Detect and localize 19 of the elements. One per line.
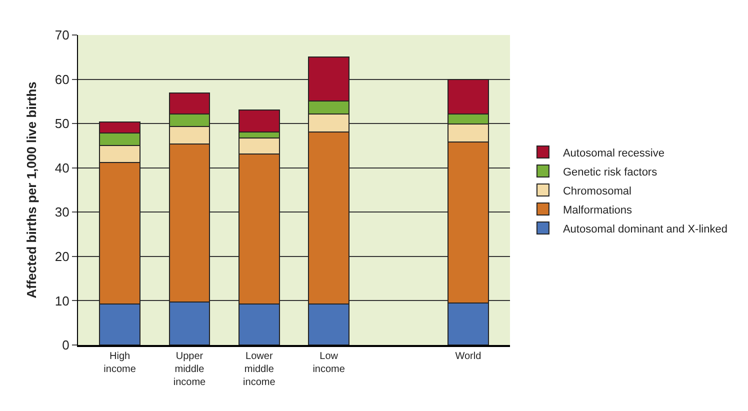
y-tick-label: 60 (54, 72, 70, 87)
x-tick-label: World (455, 351, 482, 362)
y-tick-label: 30 (54, 204, 70, 220)
y-axis-title: Affected births per 1,000 live births (24, 82, 39, 298)
legend-label: Chromosomal (562, 185, 632, 198)
y-tick-label: 50 (54, 116, 70, 132)
y-tick-label: 40 (54, 160, 70, 176)
x-tick-label: Upper middle income (173, 351, 206, 388)
legend-label: Autosomal recessive (562, 147, 664, 160)
y-tick-label: 70 (54, 28, 70, 43)
x-tick-label: Low income (312, 351, 346, 375)
y-tick-label: 10 (54, 293, 70, 308)
y-tick-label: 0 (62, 338, 70, 353)
legend-label: Genetic risk factors (562, 166, 658, 178)
x-tick-label: Lower middle income (243, 351, 276, 388)
legend-label: Autosomal dominant and X-linked (562, 223, 728, 236)
x-tick-label: High income (104, 351, 136, 375)
y-tick-label: 20 (54, 248, 70, 264)
legend-label: Malformations (562, 204, 633, 216)
